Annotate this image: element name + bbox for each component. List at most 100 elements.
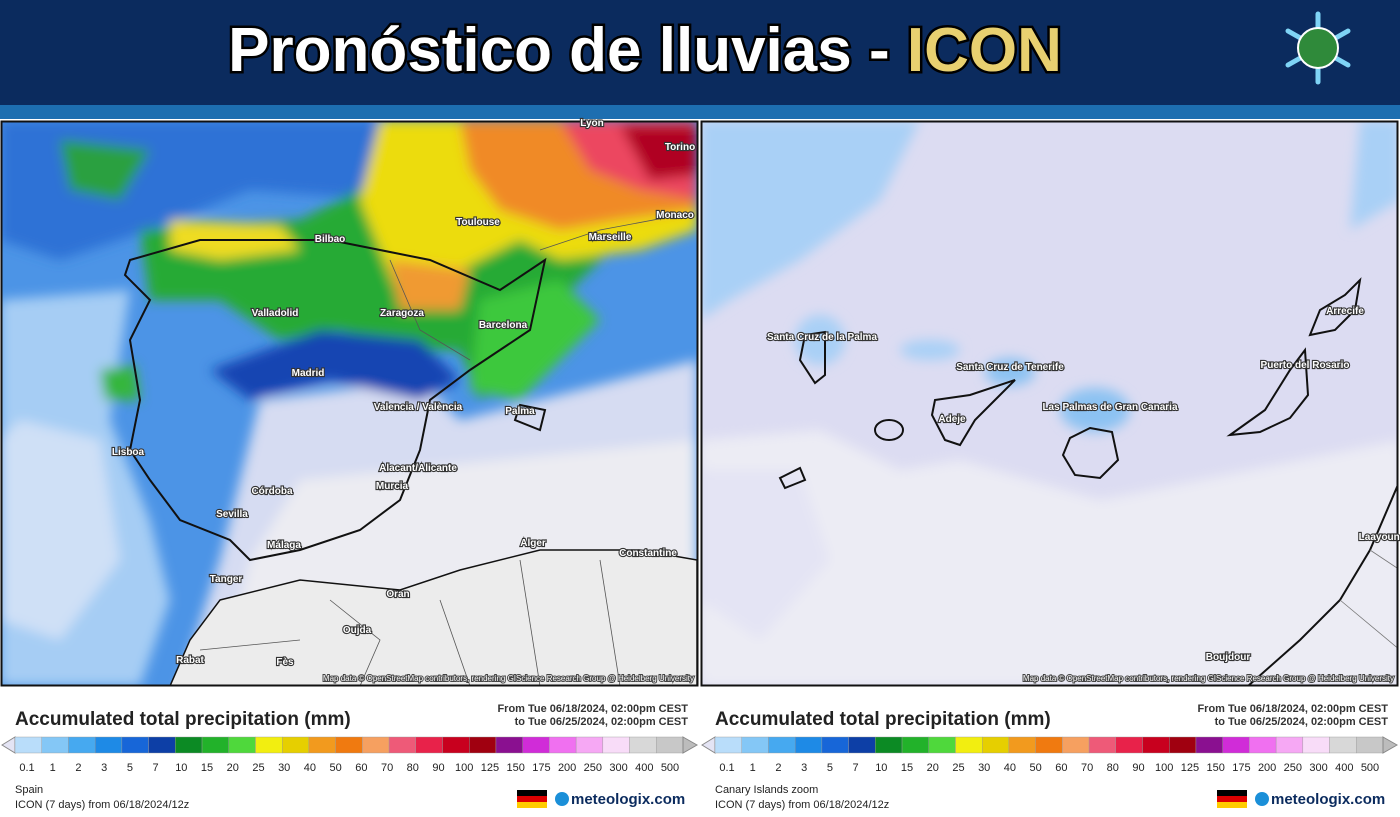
- attribution: Map data © OpenStreetMap contributors, r…: [1023, 674, 1394, 683]
- place-label: Oujda: [343, 625, 372, 636]
- place-label: Puerto del Rosario: [1261, 360, 1350, 371]
- color-swatch: [255, 736, 283, 754]
- scale-label: 300: [1309, 762, 1327, 774]
- scale-label: 500: [1361, 762, 1379, 774]
- color-swatch: [362, 736, 390, 754]
- scale-label: 20: [227, 762, 239, 774]
- place-label: Lisboa: [112, 447, 145, 458]
- scale-label: 60: [1055, 762, 1067, 774]
- color-swatch: [1302, 736, 1330, 754]
- scale-label: 90: [1132, 762, 1144, 774]
- legend: Map data © OpenStreetMap contributors, r…: [1, 673, 699, 811]
- place-label: Toulouse: [456, 217, 500, 228]
- page-title: Pronóstico de lluvias - ICON: [228, 16, 1062, 85]
- color-swatch: [1169, 736, 1197, 754]
- flag-stripe: [517, 790, 547, 796]
- place-label: Alger: [520, 538, 546, 549]
- flag-stripe: [1217, 802, 1247, 808]
- model-run: ICON (7 days) from 06/18/2024/12z: [715, 799, 889, 811]
- color-swatch: [335, 736, 363, 754]
- color-swatch: [282, 736, 310, 754]
- place-label: Oran: [386, 589, 409, 600]
- color-swatch: [602, 736, 630, 754]
- place-label: Boujdour: [1206, 652, 1251, 663]
- map-frame: [700, 120, 1399, 687]
- color-swatch: [68, 736, 96, 754]
- scale-label: 15: [201, 762, 213, 774]
- color-swatch: [1249, 736, 1277, 754]
- color-swatch: [848, 736, 876, 754]
- scale-label: 125: [481, 762, 499, 774]
- place-label: Bilbao: [315, 234, 346, 245]
- color-swatch: [148, 736, 176, 754]
- map-frame: [0, 120, 699, 687]
- scale-label: 25: [952, 762, 964, 774]
- place-label: Valencia / València: [374, 402, 463, 413]
- color-swatch: [1329, 736, 1357, 754]
- color-swatch: [201, 736, 229, 754]
- scale-label: 125: [1181, 762, 1199, 774]
- flag-stripe: [1217, 796, 1247, 802]
- scale-label: 7: [153, 762, 159, 774]
- color-swatch: [875, 736, 903, 754]
- color-swatch: [982, 736, 1010, 754]
- map-spain: [2, 122, 697, 685]
- scale-label: 100: [1155, 762, 1173, 774]
- color-swatch: [415, 736, 443, 754]
- scale-label: 50: [1030, 762, 1042, 774]
- scale-label: 0.1: [19, 762, 34, 774]
- color-swatch: [955, 736, 983, 754]
- place-label: Málaga: [267, 540, 301, 551]
- date-to: to Tue 06/25/2024, 02:00pm CEST: [515, 716, 689, 728]
- scale-label: 70: [381, 762, 393, 774]
- place-label: Adeje: [938, 414, 966, 425]
- scale-arrow-left: [701, 736, 716, 754]
- place-label: Alacant/Alicante: [379, 463, 457, 474]
- color-swatch: [469, 736, 497, 754]
- scale-label: 500: [661, 762, 679, 774]
- scale-label: 60: [355, 762, 367, 774]
- scale-label: 2: [75, 762, 81, 774]
- scale-label: 10: [175, 762, 187, 774]
- color-swatch: [442, 736, 470, 754]
- scale-label: 5: [827, 762, 833, 774]
- legend-title: Accumulated total precipitation (mm): [15, 709, 351, 730]
- color-swatch: [121, 736, 149, 754]
- scale-label: 250: [1284, 762, 1302, 774]
- scale-label: 7: [853, 762, 859, 774]
- color-swatch: [1222, 736, 1250, 754]
- color-swatch: [901, 736, 929, 754]
- scale-label: 1: [750, 762, 756, 774]
- place-label: Sevilla: [216, 509, 248, 520]
- color-swatch: [1195, 736, 1223, 754]
- color-swatch: [1035, 736, 1063, 754]
- place-label: Marseille: [589, 232, 632, 243]
- place-label: Lyon: [580, 118, 604, 129]
- scale-label: 40: [1004, 762, 1016, 774]
- scale-label: 30: [978, 762, 990, 774]
- scale-label: 300: [609, 762, 627, 774]
- attribution: Map data © OpenStreetMap contributors, r…: [323, 674, 694, 683]
- scale-arrow-left: [1, 736, 16, 754]
- header-strip: [0, 105, 1400, 119]
- place-label: Barcelona: [479, 320, 528, 331]
- place-label: Madrid: [292, 368, 325, 379]
- scale-label: 25: [252, 762, 264, 774]
- place-label: Valladolid: [252, 308, 299, 319]
- brand-icon: [1255, 792, 1269, 806]
- color-swatch: [1356, 736, 1384, 754]
- date-to: to Tue 06/25/2024, 02:00pm CEST: [1215, 716, 1389, 728]
- color-swatch: [1008, 736, 1036, 754]
- place-label: Murcia: [376, 481, 409, 492]
- color-swatch: [495, 736, 523, 754]
- scale-label: 40: [304, 762, 316, 774]
- scale-label: 150: [1207, 762, 1225, 774]
- scale-label: 2: [775, 762, 781, 774]
- scale-label: 70: [1081, 762, 1093, 774]
- color-swatch: [1088, 736, 1116, 754]
- place-label: Monaco: [656, 210, 694, 221]
- scale-label: 400: [635, 762, 653, 774]
- place-label: Rabat: [176, 655, 204, 666]
- color-swatch: [549, 736, 577, 754]
